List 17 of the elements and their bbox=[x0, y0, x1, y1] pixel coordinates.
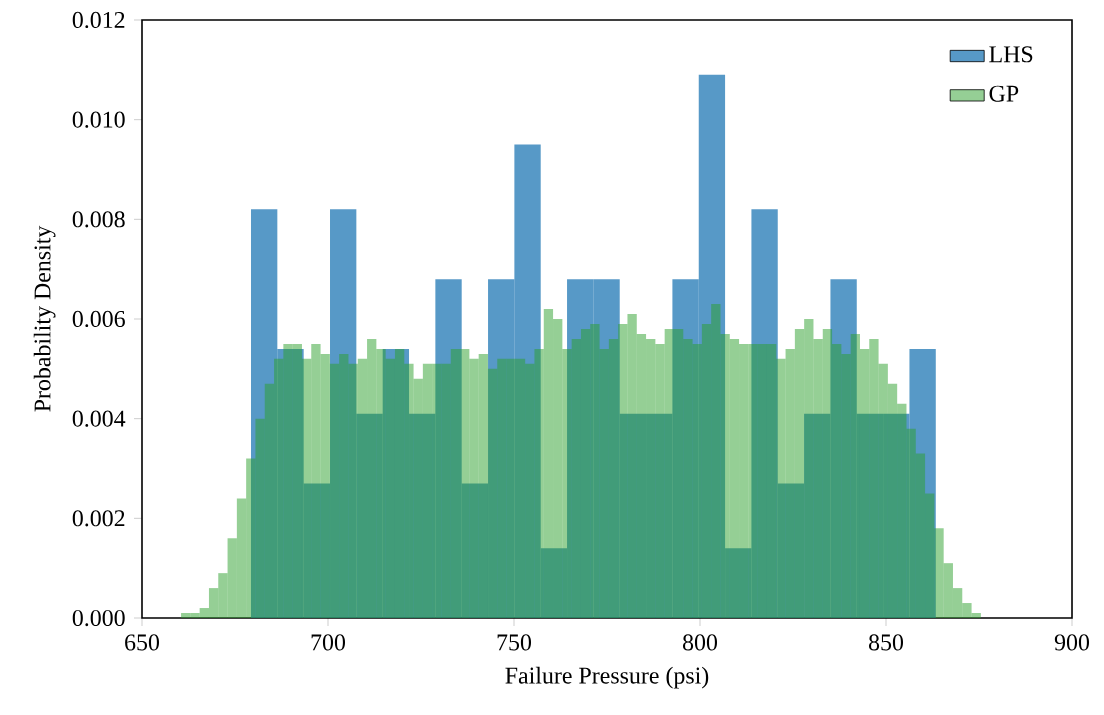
y-axis-title: Probability Density bbox=[33, 225, 56, 412]
x-tick-label: 850 bbox=[868, 634, 904, 651]
x-axis-title: Failure Pressure (psi) bbox=[505, 666, 709, 689]
y-tick-label: 0.010 bbox=[72, 111, 125, 128]
y-tick-label: 0.000 bbox=[72, 609, 125, 627]
x-tick-label: 750 bbox=[497, 634, 532, 651]
y-tick-label: 0.002 bbox=[72, 510, 125, 527]
x-tick-label: 650 bbox=[125, 634, 160, 651]
x-tick-label: 900 bbox=[1054, 634, 1090, 651]
y-tick-label: 0.006 bbox=[72, 310, 125, 328]
y-tick-label: 0.008 bbox=[72, 211, 125, 228]
legend-label: GP bbox=[989, 85, 1019, 102]
y-tick-label: 0.004 bbox=[72, 410, 126, 427]
x-tick-label: 700 bbox=[311, 634, 346, 651]
y-tick-label: 0.012 bbox=[72, 11, 125, 29]
legend-label: LHS bbox=[989, 46, 1033, 63]
x-tick-label: 800 bbox=[682, 634, 718, 651]
